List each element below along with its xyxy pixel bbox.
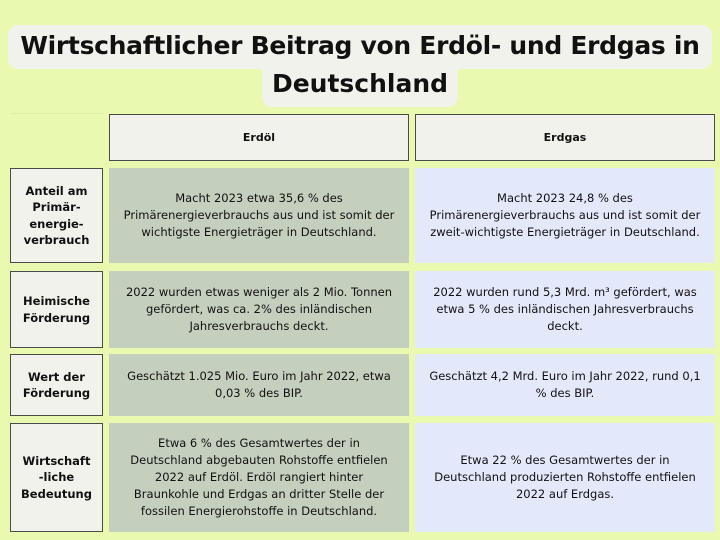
cell-erdgas-primaerenergie: Macht 2023 24,8 % des Primärenergieverbr… — [415, 168, 715, 263]
cell-erdoel-primaerenergie: Macht 2023 etwa 35,6 % des Primärenergie… — [109, 168, 409, 263]
cell-erdgas-wirtschaftliche-bedeutung: Etwa 22 % des Gesamtwertes der in Deutsc… — [415, 423, 715, 532]
row-label-wirtschaftliche-bedeutung: Wirtschaft -liche Bedeutung — [10, 423, 103, 532]
column-header-erdgas: Erdgas — [415, 114, 715, 161]
cell-erdgas-heimische-foerderung: 2022 wurden rund 5,3 Mrd. m³ gefördert, … — [415, 271, 715, 348]
divider — [10, 113, 103, 114]
page-title: Wirtschaftlicher Beitrag von Erdöl- und … — [0, 25, 720, 107]
cell-erdoel-heimische-foerderung: 2022 wurden etwas weniger als 2 Mio. Ton… — [109, 271, 409, 348]
row-label-heimische-foerderung: Heimische Förderung — [10, 271, 103, 348]
column-header-erdoel: Erdöl — [109, 114, 409, 161]
cell-erdoel-wirtschaftliche-bedeutung: Etwa 6 % des Gesamtwertes der in Deutsch… — [109, 423, 409, 532]
cell-erdoel-wert-der-foerderung: Geschätzt 1.025 Mio. Euro im Jahr 2022, … — [109, 354, 409, 416]
cell-erdgas-wert-der-foerderung: Geschätzt 4,2 Mrd. Euro im Jahr 2022, ru… — [415, 354, 715, 416]
title-line-1: Wirtschaftlicher Beitrag von Erdöl- und … — [8, 25, 712, 69]
title-line-2: Deutschland — [262, 67, 458, 107]
row-label-primaerenergie: Anteil am Primär-energie-verbrauch — [10, 168, 103, 263]
row-label-wert-der-foerderung: Wert der Förderung — [10, 354, 103, 416]
